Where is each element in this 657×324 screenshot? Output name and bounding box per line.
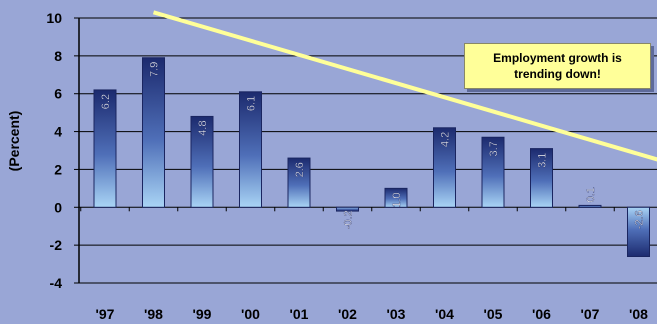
data-label: 0.1 — [585, 187, 597, 202]
data-label: 6.2 — [100, 94, 112, 109]
bar-'08 — [627, 206, 650, 258]
trend-line — [152, 10, 657, 162]
y-tick-label: -2 — [50, 237, 63, 253]
y-tick-labels: -4 -2 0 2 4 6 8 10 — [46, 10, 62, 291]
y-tick-label: 4 — [54, 124, 62, 140]
bar-'02 — [336, 206, 359, 212]
bar-'99 — [190, 115, 214, 208]
data-label: -0.2 — [343, 210, 355, 229]
y-axis-label: (Percent) — [6, 111, 22, 172]
bar-'01 — [287, 157, 311, 208]
bar-'06 — [530, 148, 553, 208]
bar-'97 — [93, 89, 117, 208]
x-tick-label: '00 — [241, 306, 260, 322]
data-label: 4.8 — [197, 120, 209, 135]
bar-'03 — [384, 187, 408, 208]
data-label: 3.7 — [488, 141, 500, 156]
data-labels: 6.2 7.9 4.8 6.1 2.6 -0.2 1.0 4.2 3.7 3.1 0.1 -2.6 — [100, 62, 646, 230]
x-tick-label: '97 — [96, 306, 115, 322]
data-label: 1.0 — [391, 192, 403, 207]
x-tick-label: '07 — [581, 306, 600, 322]
bar-'05 — [481, 136, 505, 208]
x-tick-labels: '97 '98 '99 '00 '01 '02 '03 '04 '05 '06 '07 '08 — [96, 306, 649, 322]
x-tick-label: '02 — [338, 306, 357, 322]
y-tick-label: 10 — [46, 10, 62, 26]
x-tick-label: '03 — [387, 306, 406, 322]
bars — [93, 57, 650, 258]
x-tick-label: '05 — [484, 306, 503, 322]
data-label: 7.9 — [149, 62, 161, 77]
y-tick-label: 2 — [54, 161, 62, 177]
bar-'07 — [578, 204, 602, 208]
x-tick-label: '06 — [532, 306, 551, 322]
data-label: 4.2 — [440, 132, 452, 147]
bar-'04 — [433, 127, 456, 208]
data-label: 3.1 — [537, 153, 549, 168]
x-tick-label: '04 — [435, 306, 454, 322]
bar-'00 — [239, 91, 262, 208]
data-label: -2.6 — [634, 210, 646, 229]
y-tick-label: 0 — [54, 199, 62, 215]
y-tick-label: 6 — [54, 86, 62, 102]
y-tick-label: 8 — [54, 48, 62, 64]
x-tick-label: '01 — [290, 306, 309, 322]
data-label: 6.1 — [246, 96, 258, 111]
x-tick-label: '98 — [144, 306, 163, 322]
trend-line-segment — [152, 10, 657, 162]
data-label: 2.6 — [294, 162, 306, 177]
x-tick-label: '08 — [629, 306, 648, 322]
x-tick-label: '99 — [193, 306, 212, 322]
annotation-callout: Employment growth is trending down! — [464, 43, 651, 89]
bar-'98 — [142, 57, 165, 208]
y-tick-label: -4 — [50, 275, 63, 291]
axes — [74, 17, 657, 284]
